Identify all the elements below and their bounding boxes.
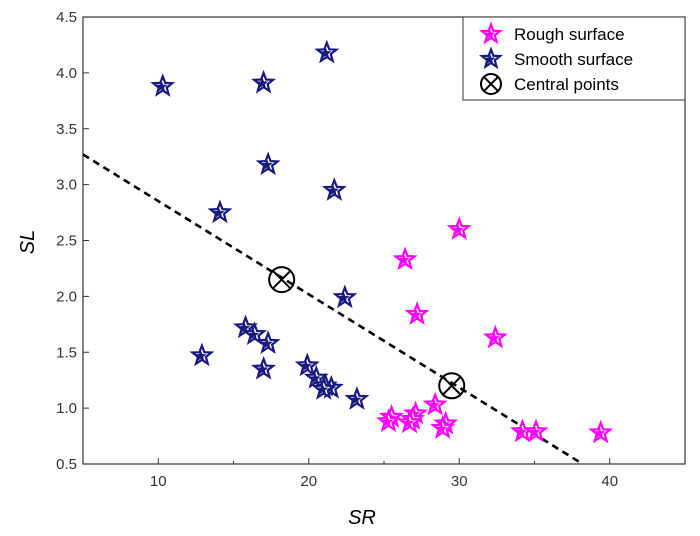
legend-label-central-points: Central points	[514, 75, 619, 94]
star-fill	[247, 328, 260, 340]
star-fill	[337, 291, 350, 304]
smooth-surface-point	[255, 330, 281, 354]
smooth-surface-point	[207, 199, 233, 224]
smooth-surface-point	[251, 69, 277, 94]
legend-label-smooth-surface: Smooth surface	[514, 50, 633, 69]
star-fill	[155, 80, 168, 92]
smooth-surface-point	[251, 355, 277, 380]
star-fill	[402, 416, 415, 429]
x-axis-label: SR	[348, 507, 376, 529]
y-tick-label: 2.0	[56, 288, 77, 305]
smooth-surface-point	[242, 321, 268, 346]
y-tick-label: 1.5	[56, 344, 77, 361]
star-fill	[316, 383, 329, 395]
marker-cross	[442, 376, 462, 396]
smooth-surface-point	[344, 386, 370, 410]
star-fill	[256, 363, 269, 375]
rough-surface-point	[430, 415, 456, 439]
star-fill	[452, 223, 464, 235]
smooth-surface-point	[189, 342, 215, 367]
star-fill	[194, 349, 207, 362]
central-points-point	[438, 372, 466, 400]
legend-marker-central-points	[480, 73, 502, 95]
x-tick-label: 30	[451, 473, 468, 490]
star-fill	[261, 158, 273, 171]
x-tick-label: 10	[150, 473, 167, 490]
star-fill	[381, 415, 394, 428]
rough-surface-point	[404, 301, 430, 325]
legend: Rough surface Smooth surface Central point…	[462, 16, 686, 101]
rough-surface-point	[392, 246, 418, 271]
y-tick-label: 3.5	[56, 121, 77, 138]
star-fill	[261, 337, 273, 349]
marker-circle	[480, 73, 502, 95]
smooth-surface-point	[150, 73, 176, 97]
star-fill	[515, 425, 528, 438]
marker-circle	[438, 372, 466, 400]
y-tick-label: 4.5	[56, 9, 77, 26]
star-fill	[319, 47, 332, 59]
star-fill	[327, 184, 340, 196]
y-tick-label: 4.0	[56, 65, 77, 82]
legend-items: Rough surface Smooth surface Central point…	[478, 21, 633, 95]
smooth-surface-point	[321, 177, 347, 201]
star-fill	[428, 399, 440, 411]
rough-surface-point	[422, 391, 448, 416]
legend-marker-rough-surface	[478, 21, 504, 45]
smooth-surface-point	[332, 284, 358, 309]
star-fill	[309, 372, 321, 384]
star-fill	[300, 359, 312, 372]
y-tick-label: 1.0	[56, 400, 77, 417]
star-fill	[212, 206, 225, 219]
y-axis-label: SL	[17, 230, 39, 254]
star-fill	[488, 332, 501, 344]
legend-marker-smooth-surface	[478, 46, 504, 70]
trend-layer	[82, 153, 584, 466]
y-tick-label: 0.5	[56, 456, 77, 473]
star-fill	[410, 308, 422, 320]
rough-surface-point	[482, 324, 508, 349]
legend-label-rough-surface: Rough surface	[514, 25, 625, 44]
y-tick-label: 2.5	[56, 233, 77, 250]
star-fill	[349, 393, 362, 405]
central-points-point	[268, 266, 296, 294]
star-fill	[238, 321, 251, 334]
smooth-surface-point	[311, 375, 337, 400]
rough-surface-point	[397, 409, 423, 434]
star-fill	[435, 422, 448, 434]
x-tick-label: 20	[300, 473, 317, 490]
trend-line	[82, 153, 584, 466]
rough-surface-point	[588, 419, 614, 444]
marker-cross	[483, 76, 499, 92]
rough-surface-point	[523, 418, 549, 443]
y-tick-label: 3.0	[56, 177, 77, 194]
smooth-surface-point	[255, 151, 281, 176]
marks-layer	[150, 39, 614, 444]
marker-circle	[268, 266, 296, 294]
smooth-surface-point	[294, 352, 320, 377]
axes-layer: 10 20 30 40 0.5 1.0 1.5 2.0 2.5 3.0 3.5 4.0 4.5	[56, 9, 686, 490]
star-fill	[256, 77, 269, 89]
marker-cross	[272, 270, 292, 290]
star-fill	[593, 427, 606, 439]
star-fill	[397, 253, 410, 266]
smooth-surface-point	[314, 39, 340, 64]
rough-surface-point	[446, 216, 472, 240]
rough-surface-point	[376, 408, 402, 433]
star-fill	[528, 425, 541, 438]
x-tick-label: 40	[601, 473, 618, 490]
star-fill	[484, 53, 496, 65]
star-fill	[484, 28, 496, 40]
